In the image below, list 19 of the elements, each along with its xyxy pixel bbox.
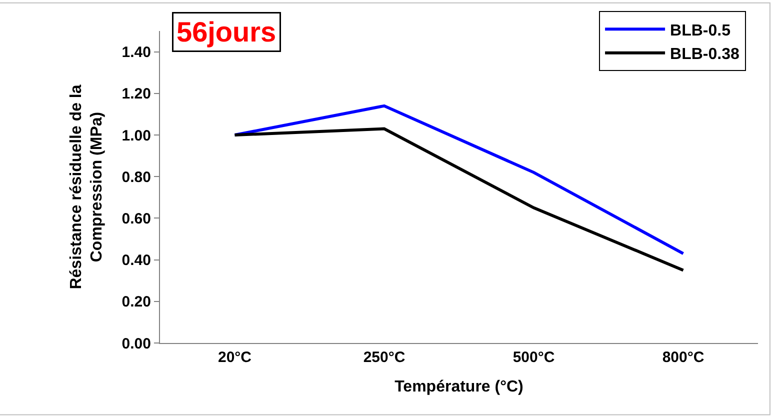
y-tick-label: 0.80: [122, 168, 151, 186]
y-tick-label: 1.00: [122, 127, 151, 144]
x-axis-title: Température (°C): [394, 378, 524, 396]
y-axis-title: Résistance résiduelle de la Compression (MPa): [68, 84, 106, 290]
y-tick-label: 0.20: [122, 294, 151, 311]
y-tick-label: 1.40: [122, 44, 151, 62]
x-tick-label: 500°C: [512, 349, 555, 366]
line-series: [233, 127, 685, 272]
annotation: 56jours: [176, 16, 276, 48]
line-series: [233, 104, 685, 256]
legend-label: BLB-0.38: [670, 46, 740, 64]
x-tick-label: 20°C: [218, 349, 252, 366]
y-tick-label: 0.40: [122, 252, 151, 270]
y-tick-label: 0.60: [122, 210, 151, 228]
x-tick-label: 800°C: [662, 349, 704, 366]
y-tick-label: 1.20: [122, 86, 151, 103]
x-tick-label: 250°C: [363, 349, 406, 366]
legend-label: BLB-0.5: [670, 22, 731, 40]
y-tick-label: 0.00: [122, 335, 151, 352]
